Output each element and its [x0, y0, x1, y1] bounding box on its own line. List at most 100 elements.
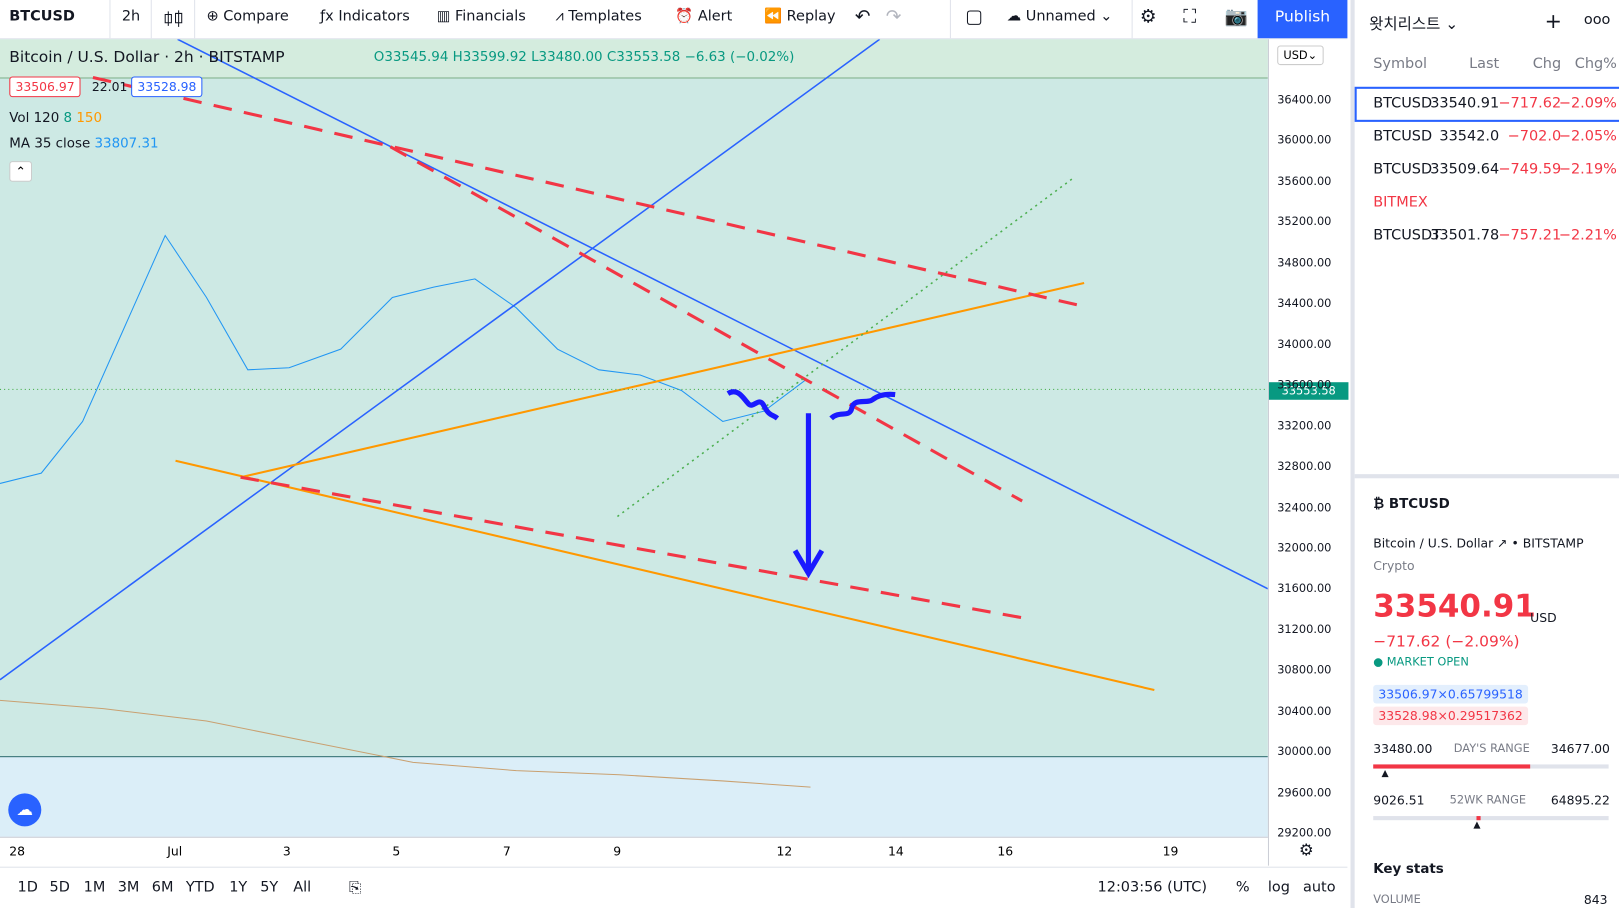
symbol[interactable]: BTCUSD — [9, 8, 75, 25]
details-price: 33540.91 — [1373, 588, 1536, 625]
details-name: Bitcoin / U.S. Dollar ↗ • BITSTAMP — [1373, 536, 1584, 551]
time-tick: 14 — [887, 843, 904, 859]
dotted-line — [616, 177, 1075, 518]
cell-symbol[interactable]: BTCUSDT — [1373, 227, 1441, 244]
price-tick: 31600.00 — [1277, 581, 1332, 596]
price-tick: 33200.00 — [1277, 418, 1332, 433]
date-range[interactable]: ⎘ — [348, 878, 362, 897]
top-toolbar: BTCUSD 2h ⊕ Compare ƒx Indicators ▥ Fina… — [0, 0, 1348, 40]
indicators-button[interactable]: ƒx Indicators — [320, 8, 410, 25]
price-tick: 31200.00 — [1277, 622, 1332, 637]
collapse[interactable]: ⌃ — [9, 161, 33, 182]
cell-symbol[interactable]: BTCUSD — [1373, 128, 1433, 145]
trend-line — [175, 459, 1155, 692]
snapshot[interactable]: 📷 — [1224, 6, 1248, 28]
day-low: 33480.00 — [1373, 741, 1433, 757]
time-tick: Jul — [167, 843, 183, 859]
layout-icon[interactable]: ▢ — [965, 6, 983, 28]
range-button[interactable]: All — [293, 879, 312, 896]
currency[interactable]: USD⌄ — [1277, 45, 1324, 66]
range-button[interactable]: YTD — [185, 879, 215, 896]
range-button[interactable]: 6M — [151, 879, 174, 896]
ask: 33528.98×0.29517362 — [1373, 706, 1528, 726]
cell: −2.19% — [1558, 161, 1617, 178]
layout-button[interactable]: ☁ Unnamed ⌄ — [1006, 8, 1113, 25]
range-bar — [1373, 816, 1609, 821]
time-tick: 7 — [502, 843, 511, 859]
templates-button[interactable]: ⩘ Templates — [555, 8, 642, 25]
label: Vol 120 — [9, 110, 60, 127]
price-tick: 34800.00 — [1277, 255, 1332, 270]
selected-row — [1354, 86, 1619, 122]
scale-option[interactable]: log — [1267, 879, 1290, 896]
scale-option[interactable]: auto — [1303, 879, 1336, 896]
fullscreen[interactable]: ⛶ — [1183, 6, 1197, 28]
chart-pane[interactable]: Bitcoin / U.S. Dollar · 2h · BITSTAMP O3… — [0, 39, 1268, 866]
bid: 33506.97×0.65799518 — [1373, 684, 1528, 704]
price-tick: 35200.00 — [1277, 215, 1332, 229]
bottom-bar: 12:03:56 (UTC) ⎘ 1D 5D 1M 3M 6M YTD 1Y 5Y All% lo… — [0, 866, 1348, 908]
price-axis[interactable]: USD⌄ 33553.58 36400.00 36000.00 35600.00 35… — [1267, 39, 1349, 866]
separator — [194, 0, 196, 39]
trend-line — [0, 39, 881, 681]
label: Alert — [697, 8, 733, 25]
cell: 33540.91 — [1430, 95, 1500, 112]
watchlist-title[interactable]: 왓치리스트 ⌄ — [1369, 14, 1459, 34]
price-tick: 36000.00 — [1277, 133, 1332, 148]
range-button[interactable]: 1M — [83, 879, 106, 896]
column-header: Last — [1469, 55, 1500, 73]
time-tick: 9 — [613, 843, 622, 859]
undo[interactable]: ↶ — [854, 6, 871, 28]
cell: −2.05% — [1558, 128, 1617, 145]
column-header: Chg — [1532, 55, 1562, 73]
settings[interactable]: ⚙ — [1139, 6, 1157, 28]
interval[interactable]: 2h — [121, 8, 141, 25]
range-button[interactable]: 1D — [17, 879, 38, 896]
dashed-line — [92, 75, 1082, 308]
key-stats: Key stats — [1373, 861, 1444, 878]
axis-settings[interactable]: ⚙ — [1298, 839, 1314, 860]
cell: −749.59 — [1498, 161, 1562, 178]
scale-option[interactable]: % — [1235, 879, 1250, 896]
day-high: 34677.00 — [1550, 741, 1610, 757]
publish-button[interactable]: Publish — [1257, 0, 1348, 39]
price-tick: 34000.00 — [1277, 337, 1332, 351]
details-change: −717.62 (−2.09%) — [1373, 632, 1520, 651]
divider — [1354, 474, 1619, 479]
volume-ma — [0, 699, 811, 788]
market-status: ● MARKET OPEN — [1373, 654, 1469, 669]
logo: ☁ — [8, 793, 42, 827]
more[interactable]: ooo — [1583, 11, 1611, 28]
cell-symbol[interactable]: BTCUSD — [1373, 161, 1433, 178]
label: Indicators — [338, 8, 410, 25]
range-button[interactable]: 1Y — [229, 879, 248, 896]
name: Bitcoin / U.S. Dollar — [9, 47, 160, 67]
time-axis[interactable]: 28 Jul 3 5 7 9 12 14 16 19 — [0, 836, 1268, 867]
close: C33553.58 — [606, 49, 681, 66]
cell: −2.21% — [1558, 227, 1617, 244]
range-button[interactable]: 5Y — [260, 879, 279, 896]
range-button[interactable]: 5D — [49, 879, 70, 896]
add-symbol[interactable]: + — [1544, 8, 1562, 34]
cell-symbol[interactable]: BTCUSD — [1373, 95, 1433, 112]
time-tick: 19 — [1162, 843, 1179, 859]
compare-button[interactable]: ⊕ Compare — [206, 8, 289, 25]
volume-label: VOLUME — [1373, 892, 1421, 906]
bid-box[interactable]: 33506.97 — [9, 76, 81, 98]
alert-button[interactable]: ⏰ Alert — [675, 8, 733, 25]
financials-button[interactable]: ▥ Financials — [436, 8, 526, 25]
ma-line — [0, 234, 806, 484]
candle-icon[interactable] — [163, 8, 184, 46]
price-tick: 36400.00 — [1277, 92, 1332, 107]
change: −6.63 (−0.02%) — [684, 49, 795, 66]
ask-box[interactable]: 33528.98 — [131, 76, 203, 98]
range-button[interactable]: 3M — [117, 879, 140, 896]
dashed-line — [389, 145, 1023, 503]
wk-high: 64895.22 — [1550, 793, 1610, 808]
redo[interactable]: ↷ — [885, 6, 902, 28]
ohlc: O33545.94 H33599.92 L33480.00 C33553.58 … — [374, 50, 795, 65]
legend-band — [0, 39, 1268, 79]
price-tick: 34400.00 — [1277, 296, 1332, 311]
replay-button[interactable]: ⏪ Replay — [764, 8, 836, 25]
value: 150 — [76, 110, 103, 127]
